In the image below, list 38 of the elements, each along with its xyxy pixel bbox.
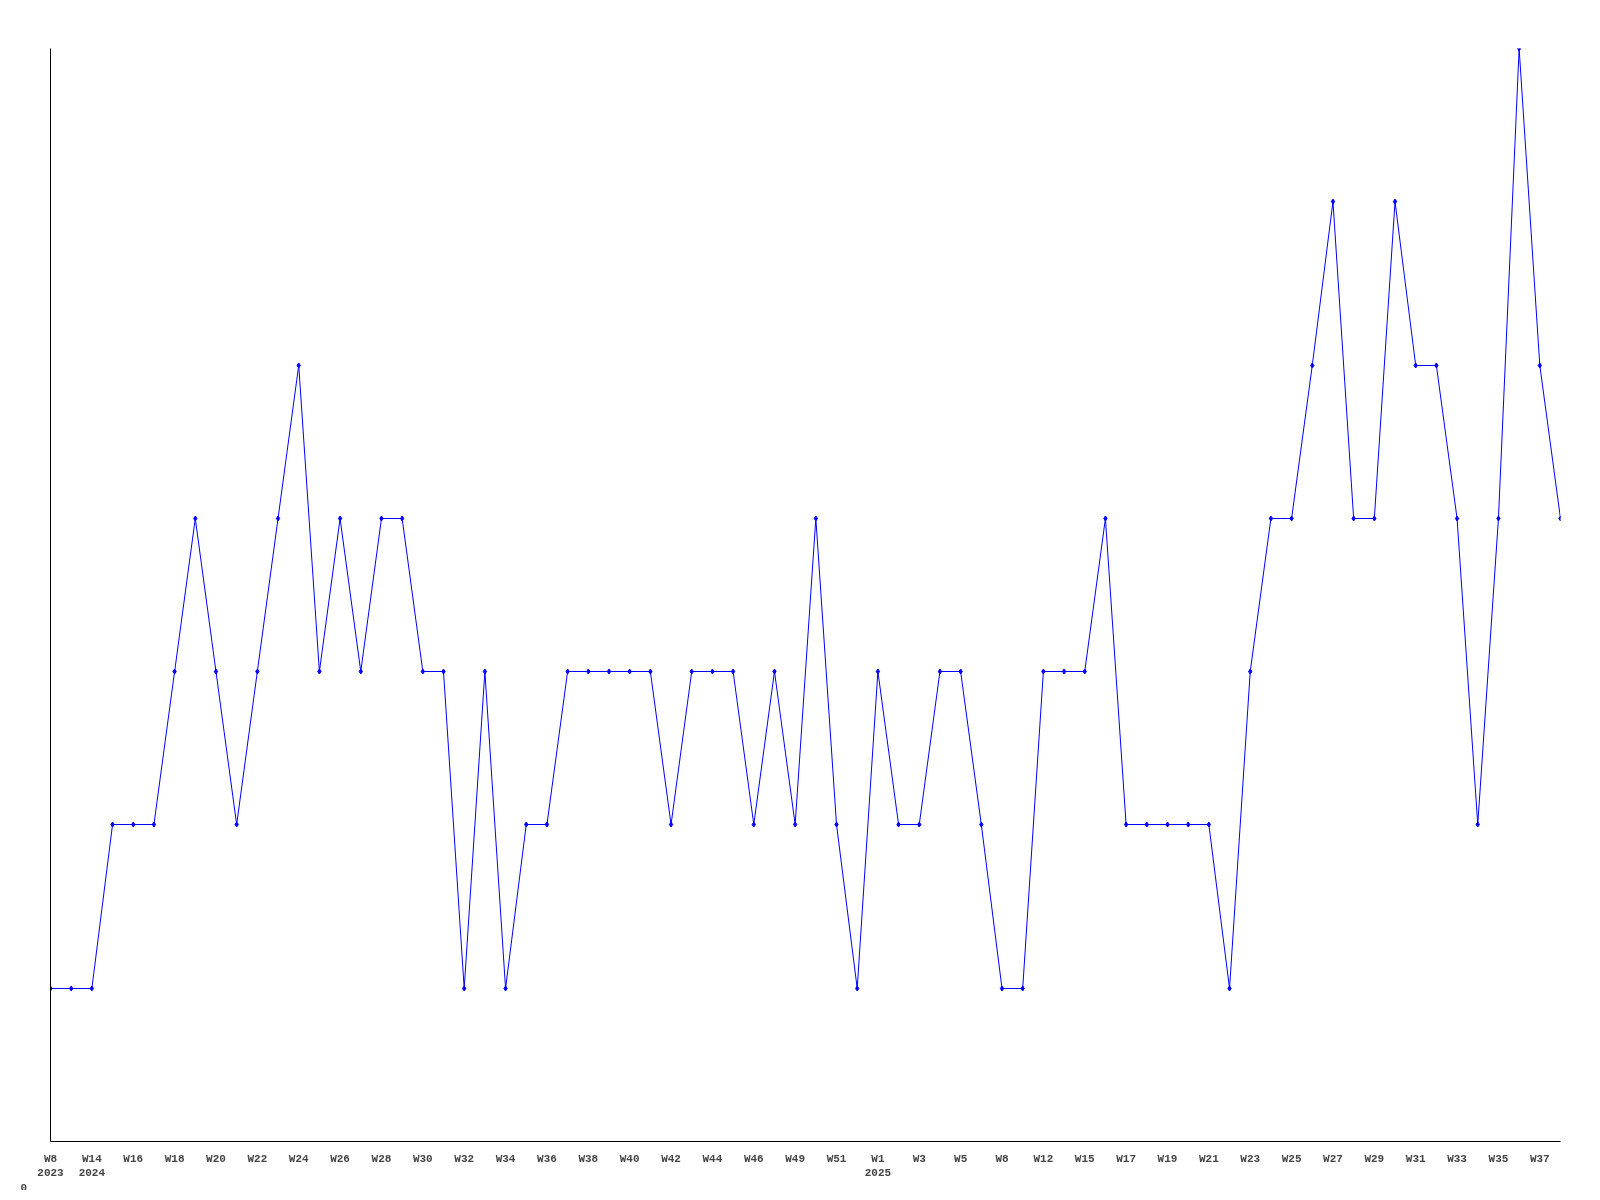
x-tick-label: W35 [1488,1152,1509,1165]
x-tick-label: W19 [1157,1152,1178,1165]
x-tick-label: W31 [1405,1152,1427,1165]
x-tick-label: W40 [619,1152,640,1165]
x-tick-label: W17 [1116,1152,1137,1165]
x-tick-label: W49 [785,1152,806,1165]
x-tick-label: W12 [1033,1152,1054,1165]
x-tick-label: W51 [826,1152,847,1165]
x-tick-label: W28 [371,1152,392,1165]
x-tick-label: W1 2025 [864,1152,892,1179]
x-tick-label: W3 [912,1152,927,1165]
x-tick-label: W20 [206,1152,226,1165]
x-tick-label: W29 [1364,1152,1385,1165]
x-tick-label: W15 [1074,1152,1096,1165]
x-tick-label: W42 [661,1152,681,1165]
x-tick-label: W8 [995,1152,1010,1165]
x-tick-label: W26 [330,1152,350,1165]
x-tick-label: W33 [1447,1152,1468,1165]
x-tick-label: W34 [495,1152,516,1165]
x-tick-label: W8 2023 [37,1152,65,1179]
x-tick-label: W46 [743,1152,764,1165]
x-tick-label: W32 [454,1152,475,1165]
x-tick-label: W5 [954,1152,968,1165]
x-tick-label: W44 [702,1152,723,1165]
x-tick-label: W36 [537,1152,557,1165]
x-tick-label: W30 [412,1152,433,1165]
x-tick-label: W24 [288,1152,310,1165]
x-tick-label: W14 2024 [78,1152,106,1179]
x-tick-label: W27 [1323,1152,1343,1165]
x-tick-label: W16 [123,1152,144,1165]
text: 0 [20,1181,28,1194]
x-tick-label: W22 [247,1152,268,1165]
x-tick-label: W18 [164,1152,185,1165]
x-tick-label: W25 [1281,1152,1302,1165]
x-tick-label: W38 [578,1152,599,1165]
x-tick-label: W23 [1240,1152,1261,1165]
x-tick-label: W37 [1529,1152,1550,1165]
x-tick-label: W21 [1198,1152,1220,1165]
